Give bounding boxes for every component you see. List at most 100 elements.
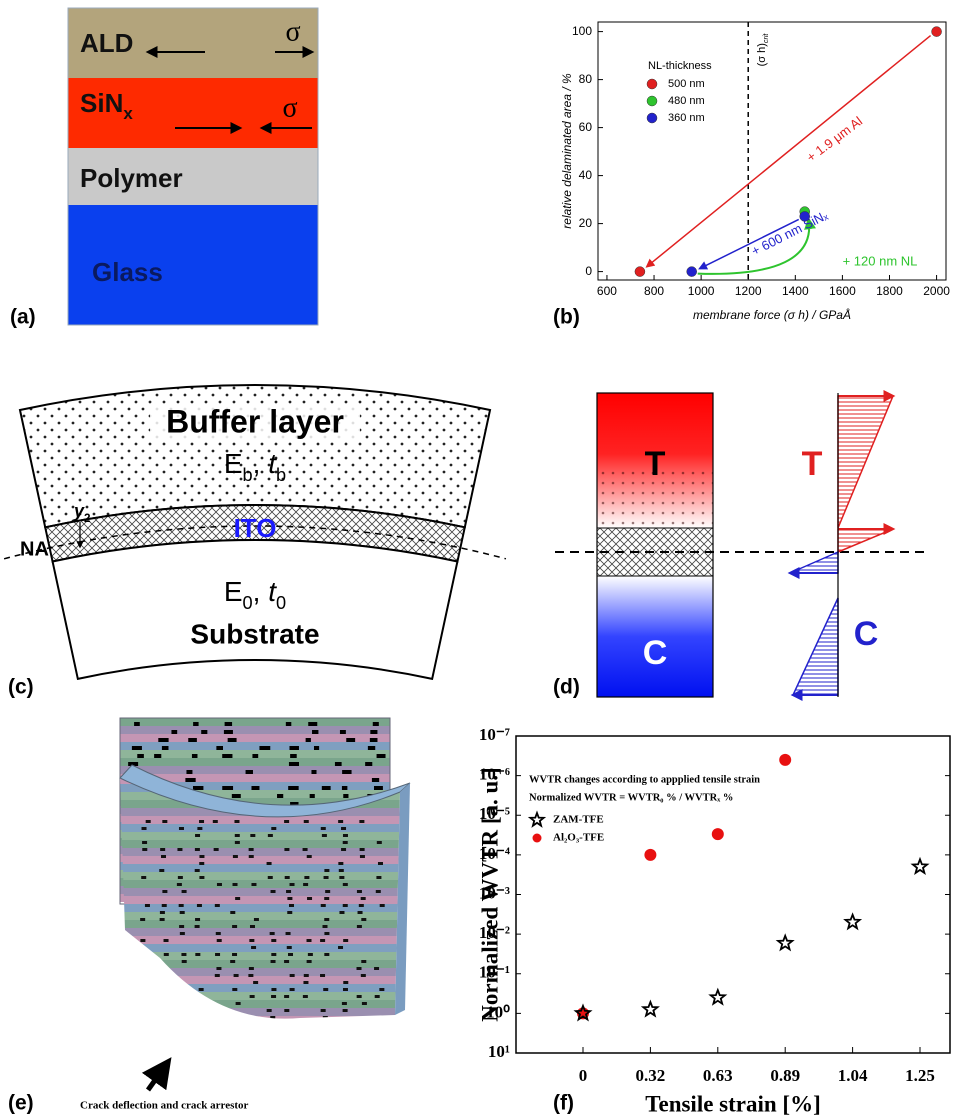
data-point [779, 754, 791, 766]
stack-layer [118, 952, 408, 960]
crack [225, 722, 232, 726]
data-point [778, 936, 792, 950]
crack [320, 939, 325, 942]
crack [342, 770, 351, 774]
substrate-label: Substrate [190, 618, 319, 649]
crack [249, 967, 254, 970]
crack [251, 786, 259, 790]
y-tick-label: 40 [579, 168, 593, 182]
crack [250, 925, 255, 928]
crack [252, 754, 258, 758]
x-tick-label: 0.32 [636, 1066, 666, 1085]
tension-label: T [802, 445, 823, 483]
y-tick-label: 20 [579, 216, 593, 230]
legend-title: NL-thickness [648, 60, 712, 72]
text-part: Polymer [80, 163, 183, 193]
crack [343, 794, 348, 798]
x-tick-label: 600 [597, 284, 617, 298]
crack [304, 820, 309, 823]
crack [324, 869, 329, 872]
crack [342, 786, 347, 790]
crack [287, 897, 292, 900]
crack [290, 988, 295, 991]
x-axis-label: Tensile strain [%] [645, 1091, 821, 1116]
text-part: (σ h) [756, 43, 768, 66]
crack [162, 1009, 167, 1012]
crack [380, 904, 385, 907]
crack [177, 848, 182, 851]
crack [284, 820, 289, 823]
crack [134, 722, 140, 726]
crack [233, 1016, 238, 1019]
crack [271, 939, 276, 942]
stack-layer [120, 726, 390, 734]
crack [142, 1002, 147, 1005]
crack [230, 911, 235, 914]
crack [308, 953, 313, 956]
crack [374, 967, 379, 970]
crack [357, 967, 362, 970]
crack [182, 890, 187, 893]
stack-layer [118, 888, 408, 896]
data-point [800, 211, 810, 221]
x-axis-label: membrane force (σ h) / GPaÅ [693, 307, 851, 322]
x-tick-label: 1800 [876, 284, 903, 298]
data-point [644, 849, 656, 861]
text-part: SiN [80, 88, 123, 118]
crack [199, 862, 204, 865]
legend-label: 500 nm [668, 78, 705, 90]
crack [361, 974, 366, 977]
crack [325, 890, 330, 893]
stack-layer [118, 944, 408, 952]
crack [285, 876, 290, 879]
crack [145, 904, 150, 907]
crack [271, 995, 276, 998]
crack [143, 995, 148, 998]
crack [235, 841, 240, 844]
figure: (a)(b)(c)(d)(e)(f)ALDSiNxPolymerGlassσσB… [0, 0, 953, 1120]
crack [251, 946, 256, 949]
crack [171, 730, 177, 734]
crack [140, 918, 145, 921]
stack-layer [118, 1016, 408, 1024]
stack-layer [118, 872, 408, 880]
legend-label: 360 nm [668, 112, 705, 124]
crack [162, 904, 167, 907]
data-point [846, 915, 860, 929]
crack [370, 730, 377, 734]
crack [234, 820, 239, 823]
crack [377, 841, 382, 844]
crack [179, 827, 184, 830]
crack [321, 827, 326, 830]
x-tick-label: 0.89 [770, 1066, 800, 1085]
crack [268, 834, 273, 837]
crack [286, 722, 291, 726]
data-point [635, 267, 645, 277]
crack [234, 974, 239, 977]
text-part: b [243, 465, 253, 485]
stack-layer [118, 840, 408, 848]
crack [160, 918, 165, 921]
panel-label: (f) [553, 1092, 574, 1115]
crack [142, 841, 147, 844]
crack [216, 746, 223, 750]
crack [308, 722, 317, 726]
x-tick-label: 1.25 [905, 1066, 935, 1085]
caption: Crack deflection and crack arrestor [80, 1100, 249, 1112]
annotation: + 600 nm SiNₓ [749, 207, 831, 259]
crack [142, 827, 147, 830]
crack [162, 820, 167, 823]
crack [304, 876, 309, 879]
stack-layer [118, 936, 408, 944]
crack [248, 974, 253, 977]
crack [343, 981, 348, 984]
crack [338, 946, 343, 949]
crack [304, 974, 309, 977]
crack [376, 890, 381, 893]
crack [177, 883, 182, 886]
crack [232, 988, 237, 991]
crack [321, 904, 326, 907]
crack [154, 754, 161, 758]
y-axis-label: relative delaminated area / % [560, 73, 574, 229]
layer-label: Glass [92, 257, 163, 287]
